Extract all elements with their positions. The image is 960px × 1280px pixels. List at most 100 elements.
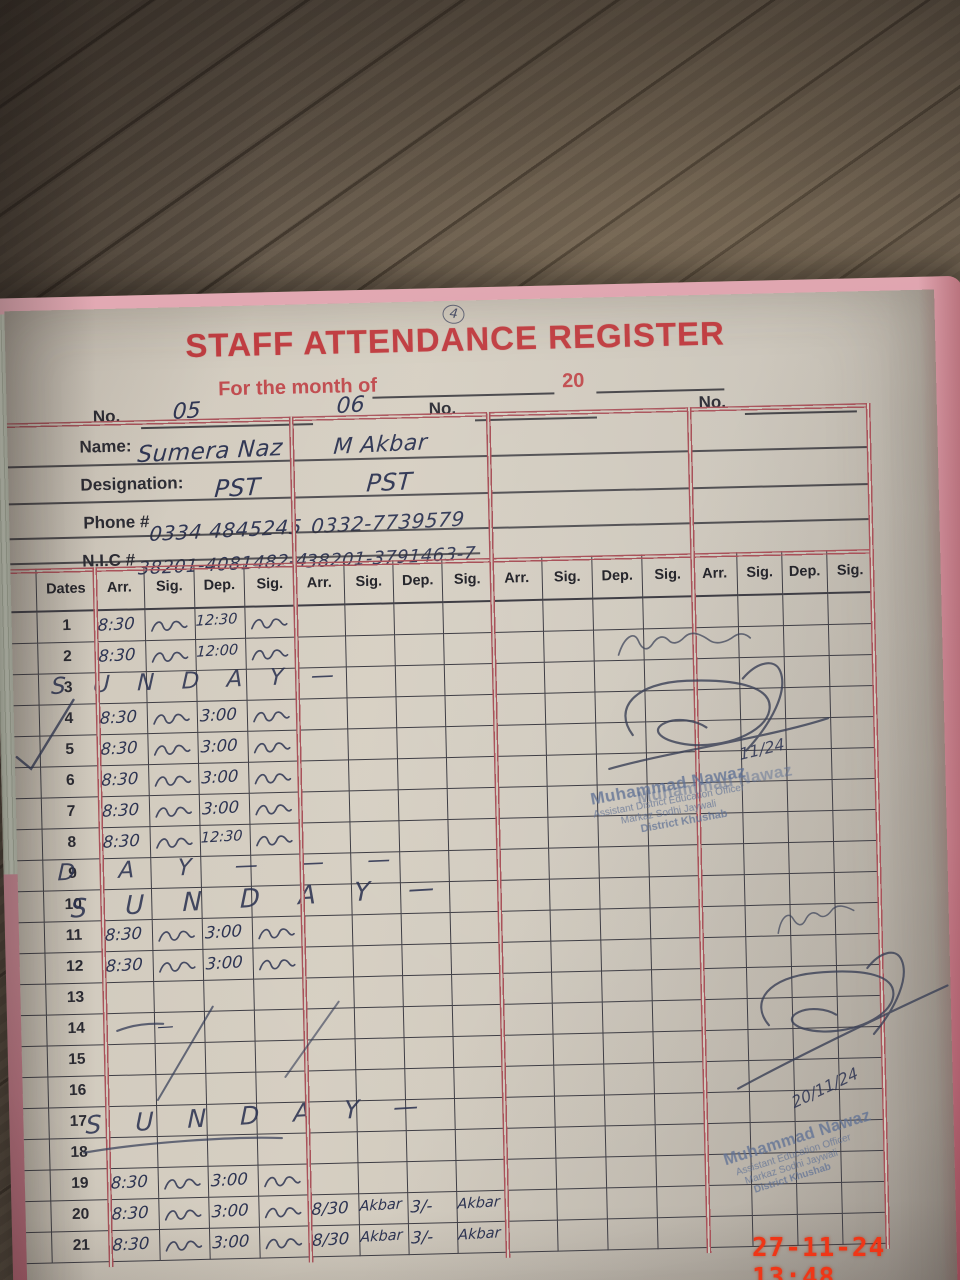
attendance-cell bbox=[789, 841, 835, 875]
attendance-cell bbox=[646, 721, 697, 754]
attendance-cell bbox=[255, 1040, 307, 1073]
attendance-cell bbox=[748, 1028, 795, 1062]
attendance-cell bbox=[495, 755, 548, 788]
attendance-cell: 3:00 bbox=[199, 762, 250, 795]
signature-cell bbox=[159, 1197, 210, 1230]
column-header: Sig. bbox=[542, 555, 594, 601]
attendance-cell bbox=[254, 1009, 306, 1042]
attendance-cell bbox=[832, 778, 879, 811]
attendance-cell: 3:00 bbox=[203, 948, 255, 981]
attendance-cell bbox=[298, 729, 349, 762]
signature-squiggle-icon bbox=[164, 1178, 201, 1190]
attendance-cell bbox=[302, 915, 354, 948]
attendance-cell bbox=[104, 1013, 156, 1046]
attendance-cell: 8:30 bbox=[96, 641, 147, 674]
attendance-cell: 8:30 bbox=[100, 827, 152, 860]
attendance-cell bbox=[354, 1007, 405, 1040]
attendance-row: 4 8:30 3:00 bbox=[13, 685, 906, 738]
attendance-cell bbox=[506, 1220, 559, 1253]
attendance-cell bbox=[506, 1189, 558, 1222]
column-header: Arr. bbox=[491, 556, 544, 602]
attendance-cell bbox=[445, 694, 496, 728]
date-cell: 6 bbox=[41, 766, 100, 799]
attendance-row: 12 8:30 3:00 bbox=[19, 933, 911, 986]
attendance-cell bbox=[453, 1035, 504, 1068]
attendance-cell bbox=[557, 1219, 609, 1252]
attendance-cell bbox=[555, 1126, 607, 1159]
column-header: Arr. bbox=[94, 566, 146, 612]
date-cell: 8 bbox=[42, 828, 102, 861]
attendance-cell bbox=[449, 849, 499, 883]
signature-squiggle-icon bbox=[253, 742, 291, 754]
camera-timestamp: 27-11-24 13:48 bbox=[752, 1233, 886, 1280]
attendance-cell bbox=[596, 722, 647, 755]
attendance-cell bbox=[348, 728, 398, 761]
attendance-cell bbox=[557, 1188, 608, 1221]
attendance-row: 20 8:30 3:00 8/30 Akbar 3/- Akbar bbox=[25, 1181, 917, 1234]
signature-squiggle-icon bbox=[153, 713, 190, 725]
attendance-cell bbox=[304, 977, 355, 1010]
attendance-cell bbox=[404, 1036, 455, 1070]
signature-cell bbox=[150, 825, 202, 859]
signature-cell bbox=[247, 699, 299, 732]
attendance-row: 5 8:30 3:00 bbox=[14, 716, 906, 769]
attendance-cell: 3:00 bbox=[199, 793, 251, 826]
attendance-cell bbox=[503, 1065, 555, 1098]
attendance-cell bbox=[696, 720, 742, 753]
attendance-cell bbox=[299, 791, 351, 824]
signature-squiggle-icon bbox=[255, 804, 292, 816]
attendance-cell bbox=[593, 629, 645, 662]
column-header: Sig. bbox=[344, 560, 395, 606]
attendance-cell bbox=[154, 980, 205, 1014]
attendance-cell bbox=[454, 1097, 505, 1130]
attendance-cell: Akbar bbox=[359, 1193, 409, 1226]
attendance-cell bbox=[543, 599, 594, 632]
attendance-cell bbox=[699, 844, 745, 877]
attendance-cell bbox=[554, 1064, 605, 1097]
column-header: Dep. bbox=[592, 554, 644, 600]
attendance-cell bbox=[403, 1005, 454, 1039]
signature-cell bbox=[252, 916, 304, 949]
attendance-cell bbox=[786, 718, 832, 751]
column-header: Sig. bbox=[442, 557, 493, 604]
attendance-cell bbox=[655, 1124, 707, 1157]
signature-cell bbox=[149, 794, 201, 828]
attendance-cell bbox=[745, 905, 792, 938]
attendance-cell bbox=[831, 716, 877, 749]
attendance-cell: Akbar bbox=[457, 1190, 507, 1223]
attendance-cell: 8:30 bbox=[102, 920, 154, 953]
attendance-cell bbox=[554, 1095, 606, 1128]
attendance-cell bbox=[493, 662, 546, 695]
attendance-cell bbox=[834, 871, 881, 904]
attendance-cell bbox=[452, 973, 502, 1006]
date-cell: 12 bbox=[45, 952, 105, 985]
attendance-row: 19 8:30 3:00 bbox=[24, 1150, 917, 1203]
signature-squiggle-icon bbox=[253, 711, 290, 723]
phone-value-1: 0334 4845245 bbox=[148, 514, 303, 547]
attendance-table: Dates Arr. Sig. Dep. Sig. Arr. Sig. Dep. Sig. Arr… bbox=[10, 548, 918, 1265]
attendance-cell bbox=[702, 999, 749, 1032]
attendance-cell bbox=[347, 697, 398, 730]
attendance-cell bbox=[544, 661, 596, 694]
attendance-cell bbox=[104, 982, 155, 1015]
attendance-cell bbox=[700, 906, 747, 939]
attendance-cell bbox=[601, 939, 653, 972]
attendance-cell bbox=[295, 605, 347, 638]
attendance-cell bbox=[643, 597, 694, 630]
attendance-cell bbox=[254, 978, 305, 1011]
signature-squiggle-icon bbox=[164, 1209, 202, 1221]
attendance-cell bbox=[829, 654, 876, 688]
attendance-cell bbox=[496, 786, 549, 819]
attendance-row: 21 8:30 3:00 8/30 Akbar 3/- Akbar bbox=[26, 1212, 918, 1265]
attendance-cell bbox=[450, 911, 501, 945]
attendance-cell bbox=[749, 1059, 795, 1093]
attendance-cell: 8:30 bbox=[99, 796, 151, 829]
signature-cell bbox=[249, 792, 301, 825]
date-cell: 4 bbox=[39, 704, 99, 737]
column-header: Dep. bbox=[194, 563, 246, 609]
attendance-cell bbox=[407, 1160, 458, 1194]
attendance-cell: 8:30 bbox=[97, 703, 149, 736]
attendance-cell bbox=[653, 1031, 705, 1064]
signature-squiggle-icon bbox=[265, 1238, 303, 1250]
attendance-cell bbox=[791, 965, 838, 998]
